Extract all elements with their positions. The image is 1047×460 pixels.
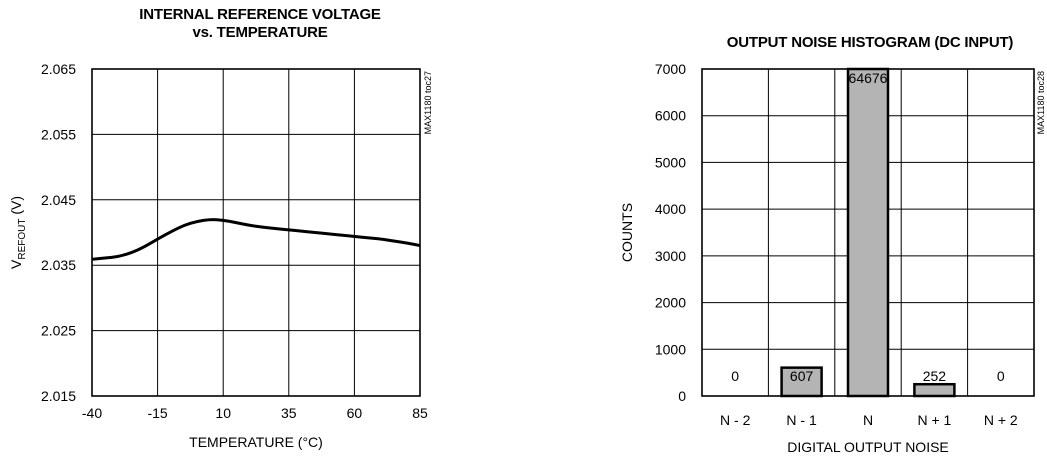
bar-value-label: 607	[790, 368, 814, 384]
y-tick-label: 2.055	[41, 126, 76, 142]
y-tick-label: 0	[678, 388, 686, 404]
x-tick-label: -15	[147, 405, 167, 421]
right-chart-title: OUTPUT NOISE HISTOGRAM (DC INPUT)	[726, 34, 1014, 51]
x-tick-label: N - 1	[786, 412, 817, 428]
x-tick-label: -40	[82, 405, 102, 421]
left-chart-title: INTERNAL REFERENCE VOLTAGE vs. TEMPERATU…	[95, 6, 425, 42]
y-tick-label: 6000	[655, 108, 686, 124]
x-tick-label: 10	[215, 405, 231, 421]
bar	[913, 382, 956, 398]
left-chart-title-line2: vs. TEMPERATURE	[192, 24, 328, 41]
x-tick-label: N + 2	[984, 412, 1018, 428]
y-tick-label: 2.045	[41, 192, 76, 208]
plot-frame	[701, 68, 1035, 397]
x-tick-label: N + 1	[917, 412, 951, 428]
bar-value-label: 0	[731, 368, 739, 384]
plot-frame	[91, 68, 421, 397]
y-tick-label: 5000	[655, 154, 686, 170]
y-tick-label: 2.065	[41, 61, 76, 77]
y-axis-label: VREFOUT (V)	[8, 196, 28, 269]
figure-id-label: MAX1180 toc27	[423, 71, 433, 134]
bar-value-label: 252	[923, 368, 947, 384]
y-axis-label-subscript: REFOUT	[17, 219, 28, 260]
x-tick-label: N	[863, 412, 873, 428]
y-tick-label: 1000	[655, 341, 686, 357]
series-line	[91, 218, 421, 261]
bar-value-label: 0	[997, 368, 1005, 384]
right-chart-svg: 0 607 64676 252 0 0 1000 2000 3000 4000 5000 6000 70…	[619, 61, 1046, 455]
y-tick-label: 2.035	[41, 257, 76, 273]
figure-id-label: MAX1180 toc28	[1036, 71, 1046, 134]
noise-histogram-chart: OUTPUT NOISE HISTOGRAM (DC INPUT) 0 607 64…	[600, 0, 1047, 460]
x-tick-label: 35	[281, 405, 297, 421]
reference-voltage-chart: INTERNAL REFERENCE VOLTAGE vs. TEMPERATU…	[0, 0, 470, 460]
y-tick-label: 4000	[655, 201, 686, 217]
y-axis-label-main: V	[8, 259, 24, 269]
y-axis-label-unit: (V)	[8, 196, 24, 219]
left-chart-svg: -40 -15 10 35 60 85 2.015 2.025 2.035 2.045 2.055 2…	[8, 61, 433, 450]
y-tick-label: 2.015	[41, 388, 76, 404]
bar	[846, 67, 890, 398]
left-chart-title-line1: INTERNAL REFERENCE VOLTAGE	[139, 6, 381, 23]
y-tick-label: 7000	[655, 61, 686, 77]
bar-value-label: 64676	[849, 70, 888, 86]
bar	[780, 366, 823, 398]
x-tick-label: 60	[347, 405, 363, 421]
x-axis-label: TEMPERATURE (°C)	[189, 434, 323, 450]
x-tick-label: N - 2	[720, 412, 751, 428]
x-axis-label: DIGITAL OUTPUT NOISE	[787, 439, 949, 455]
y-axis-label: COUNTS	[619, 203, 635, 262]
x-tick-label: 85	[412, 405, 428, 421]
y-tick-label: 2.025	[41, 323, 76, 339]
y-tick-label: 2000	[655, 295, 686, 311]
y-tick-label: 3000	[655, 248, 686, 264]
